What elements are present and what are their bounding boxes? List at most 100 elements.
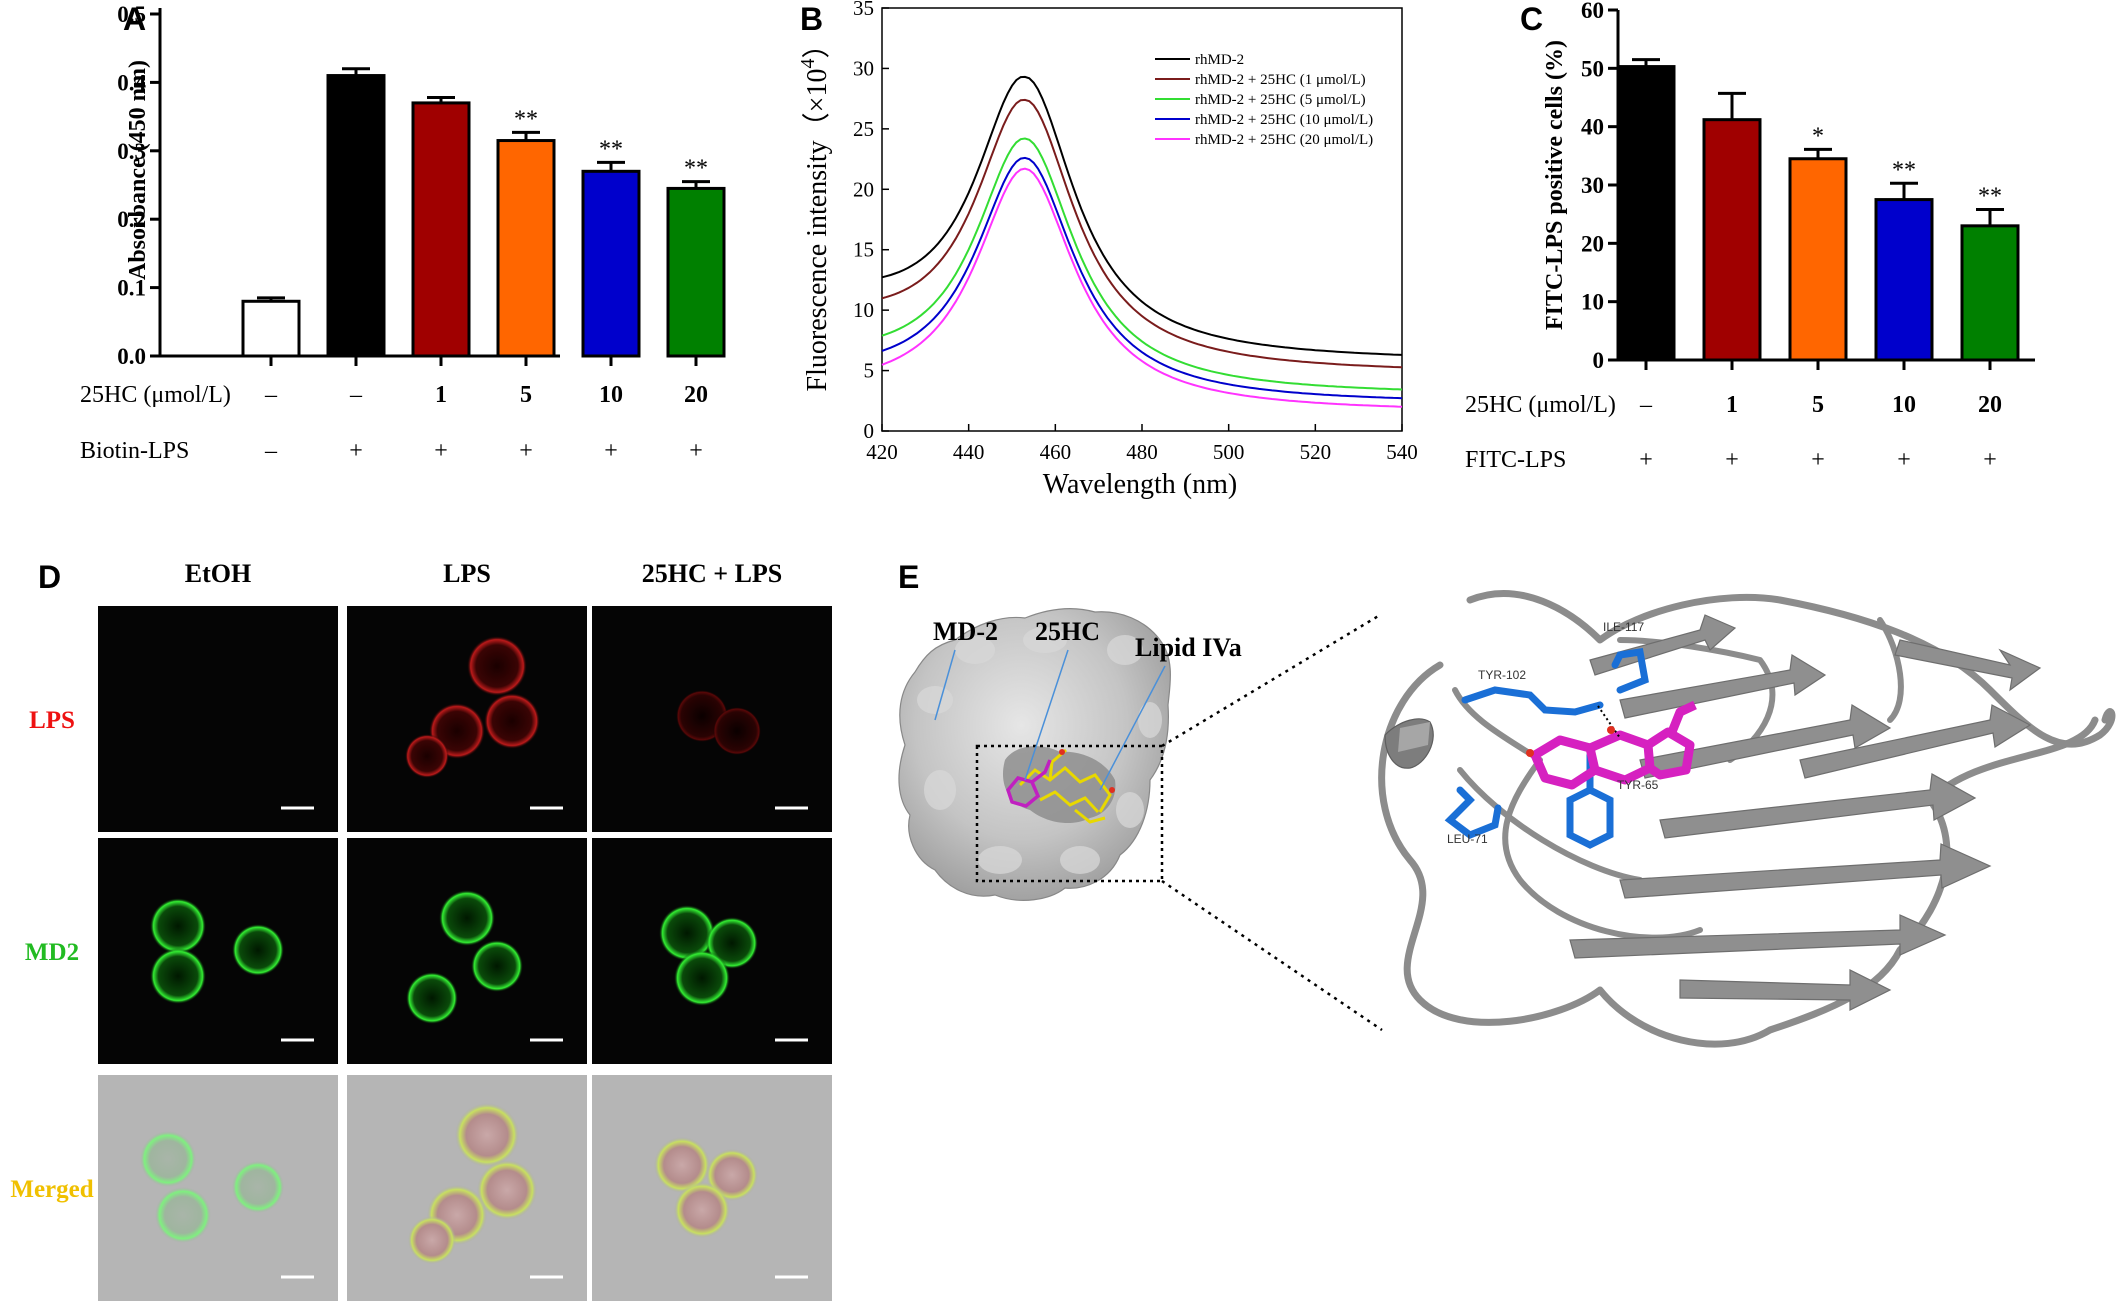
b-xtick-label: 480: [1126, 440, 1158, 464]
a-ytick-label: 0.4: [117, 70, 146, 95]
cell: [467, 636, 527, 696]
series-line: [881, 156, 1403, 400]
bar: [1874, 198, 1934, 362]
c-ytick-label: 10: [1581, 290, 1604, 315]
legend-entry: rhMD-2: [1195, 52, 1244, 68]
treatment-row-label: FITC-LPS: [1465, 447, 1566, 473]
b-ytick-label: 0: [864, 419, 875, 443]
series-line: [881, 137, 1403, 391]
cell: [659, 905, 715, 961]
zoom-line-top: [1161, 613, 1381, 748]
c-ytick-label: 20: [1581, 231, 1604, 256]
treatment-row-label: 25HC (μmol/L): [1465, 392, 1616, 418]
h-bond: [1597, 705, 1621, 739]
significance-label: **: [684, 156, 708, 182]
zoom-line-bottom: [1161, 879, 1383, 1032]
cell: [140, 1131, 196, 1187]
cell: [408, 1216, 456, 1264]
beta-strands: [1569, 614, 2042, 1011]
cell: [674, 950, 730, 1006]
cell: [477, 1160, 537, 1220]
cell: [674, 1182, 730, 1238]
ligand-oxygen: [1059, 749, 1065, 755]
panel-b-ylabel: Fluorescence intensity（×104）: [797, 31, 833, 392]
pointer-25hc: [1024, 649, 1069, 781]
cell: [654, 1137, 710, 1193]
residue-sticks: [1444, 648, 1649, 849]
bar: [581, 169, 641, 358]
b-ytick-label: 15: [853, 238, 874, 262]
cell: [713, 707, 761, 755]
micrograph-tile: [347, 838, 587, 1064]
treatment-value: 5: [520, 382, 532, 408]
a-ytick-label: 0.0: [117, 344, 146, 369]
treatment-value: 5: [1812, 392, 1824, 418]
pointer-lipid-iva: [1099, 665, 1166, 791]
cell: [155, 1187, 211, 1243]
treatment-value: –: [264, 438, 278, 464]
treatment-value: +: [689, 438, 703, 464]
md2-surface-texture: [917, 627, 1162, 874]
treatment-row-label: 25HC (μmol/L): [80, 382, 231, 408]
label-25hc: 25HC: [1035, 617, 1100, 646]
treatment-value: 10: [1892, 392, 1916, 418]
legend-entry: rhMD-2 + 25HC (10 μmol/L): [1195, 112, 1373, 128]
bar: [411, 101, 471, 358]
treatment-value: 10: [599, 382, 623, 408]
significance-label: **: [1978, 184, 2002, 210]
label-lipid-iva: Lipid IVa: [1135, 633, 1242, 662]
column-header: 25HC + LPS: [642, 559, 783, 588]
micrograph-tile: [98, 1075, 338, 1301]
cell: [232, 1161, 284, 1213]
treatment-value: +: [519, 438, 533, 464]
column-header: LPS: [443, 559, 491, 588]
series-line: [881, 98, 1403, 369]
treatment-value: +: [1897, 447, 1911, 473]
series-line: [881, 75, 1403, 356]
cell: [406, 972, 458, 1024]
a-ytick-label: 0.3: [117, 139, 146, 164]
column-header: EtOH: [185, 559, 251, 588]
treatment-value: +: [1639, 447, 1653, 473]
ligand-oxygen: [1109, 787, 1115, 793]
row-header: LPS: [29, 707, 75, 734]
panel-e-letter: E: [898, 559, 919, 595]
treatment-value: 1: [1726, 392, 1738, 418]
bar: [1960, 224, 2020, 362]
cell: [405, 734, 449, 778]
panel-a-ylabel: Absorbance (450 nm): [125, 60, 151, 280]
c-ytick-label: 60: [1581, 0, 1604, 23]
b-ytick-label: 5: [864, 359, 875, 383]
bar: [666, 186, 726, 358]
25hc-ligand-ribbon: [1530, 700, 1697, 790]
row-header: MD2: [25, 939, 79, 966]
treatment-value: –: [1639, 392, 1653, 418]
residue-leu71: LEU-71: [1447, 832, 1488, 846]
significance-label: *: [1812, 123, 1824, 149]
panel-a-letter: A: [123, 1, 146, 37]
treatment-value: –: [264, 382, 278, 408]
treatment-row-label: Biotin-LPS: [80, 438, 189, 464]
hydroxyl-oxygen: [1607, 726, 1615, 734]
panel-e: E M: [898, 559, 2116, 1048]
pointer-md2: [934, 649, 956, 721]
series-line: [881, 167, 1403, 408]
significance-label: **: [599, 136, 623, 162]
cell: [232, 924, 284, 976]
helix: [1384, 718, 1434, 769]
bar: [496, 139, 556, 358]
b-xtick-label: 540: [1386, 440, 1418, 464]
c-ytick-label: 40: [1581, 115, 1604, 140]
cell: [439, 890, 495, 946]
b-ytick-label: 30: [853, 56, 874, 80]
a-ytick-label: 0.5: [117, 2, 146, 27]
25hc-ligand-surface: [1006, 759, 1052, 808]
legend-entry: rhMD-2 + 25HC (20 μmol/L): [1195, 132, 1373, 148]
panel-c-ylabel: FITC-LPS positive cells (%): [1542, 40, 1568, 330]
residue-ile117: ILE-117: [1603, 620, 1644, 634]
cell: [150, 948, 206, 1004]
panel-d: D EtOH LPS 25HC + LPS LPS MD2 Merged: [10, 559, 832, 1301]
hydroxyl-oxygen: [1526, 749, 1534, 757]
a-ytick-label: 0.2: [117, 207, 146, 232]
b-ytick-label: 35: [853, 0, 874, 20]
